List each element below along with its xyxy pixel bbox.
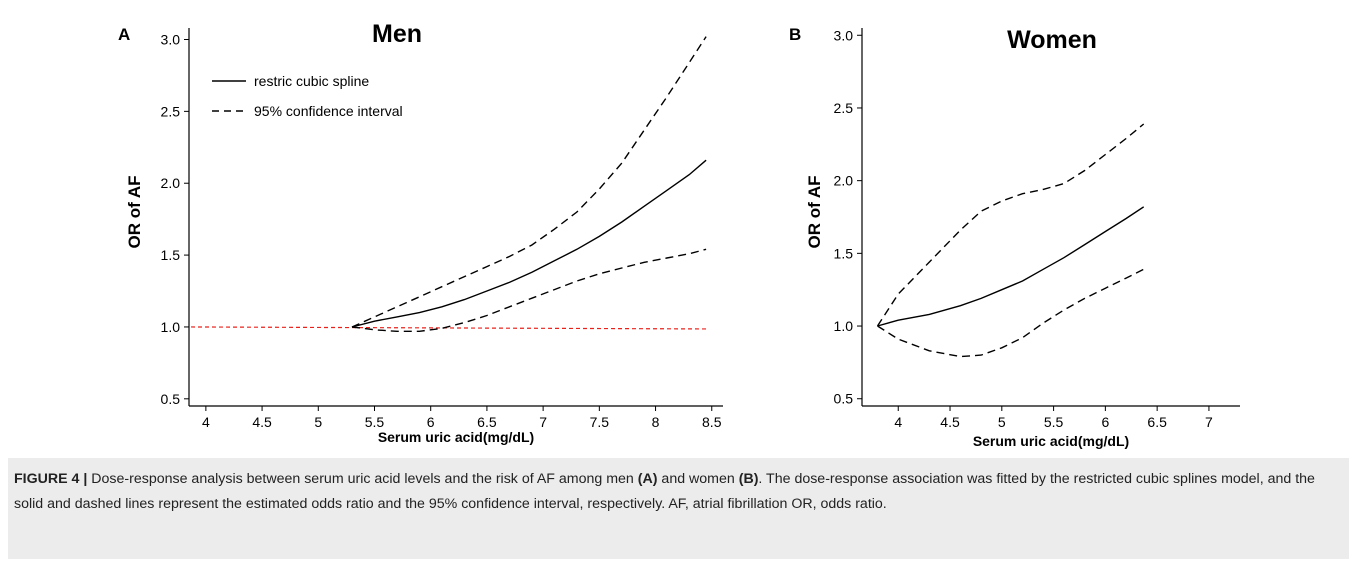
x-tick-label: 6.5 [1147,414,1167,430]
y-axis-label: OR of AF [805,175,824,248]
caption-text-1: Dose-response analysis between serum uri… [87,471,638,487]
panel-label: B [789,25,801,44]
x-tick-label: 7 [539,414,547,430]
y-tick-label: 0.5 [834,391,854,407]
caption-label-b: (B) [738,471,759,487]
caption-text-3: . The dose-response association was fitt… [14,471,1315,512]
x-tick-label: 4 [894,414,902,430]
chart-title: Men [372,20,422,48]
x-tick-label: 5 [998,414,1006,430]
y-tick-label: 2.0 [161,175,181,191]
x-tick-label: 4.5 [940,414,960,430]
x-tick-label: 7.5 [590,414,610,430]
x-tick-label: 5 [314,414,322,430]
y-tick-label: 0.5 [161,391,181,407]
y-tick-label: 2.5 [834,100,854,116]
y-tick-label: 3.0 [161,31,181,47]
x-tick-label: 5.5 [365,414,385,430]
x-tick-label: 7 [1205,414,1213,430]
x-tick-label: 8.5 [702,414,722,430]
ci-line [351,36,707,328]
caption-label-a: (A) [637,471,658,487]
ci-line [877,268,1145,358]
caption-background [8,458,1349,559]
y-axis-label: OR of AF [125,175,144,248]
y-tick-label: 1.0 [834,318,854,334]
legend-label: restric cubic spline [254,73,369,89]
legend-label: 95% confidence interval [254,103,403,119]
x-tick-label: 8 [652,414,660,430]
spline-line [877,206,1145,327]
reference-line [190,326,707,330]
y-tick-label: 1.0 [161,319,181,335]
y-tick-label: 1.5 [834,245,854,261]
y-tick-label: 2.0 [834,173,854,189]
x-tick-label: 6.5 [477,414,497,430]
x-axis-label: Serum uric acid(mg/dL) [378,429,534,445]
x-tick-label: 5.5 [1044,414,1064,430]
ci-line [351,248,707,332]
spline-line [351,159,707,328]
panel-men: 0.5 1.0 1.5 2.0 2.5 3.0 4 4.5 5 5.5 6 6.5 7 7.5 8 8.5 A M… [118,20,723,445]
y-tick-label: 3.0 [834,27,854,43]
chart-title: Women [1007,26,1097,54]
panel-women: 0.5 1.0 1.5 2.0 2.5 3.0 4 4.5 5 5.5 6 6.5 7 B Women Ser… [789,25,1240,449]
x-tick-label: 6 [1101,414,1109,430]
x-tick-label: 4 [202,414,210,430]
figure-caption: FIGURE 4 | Dose-response analysis betwee… [14,467,1334,517]
y-tick-label: 2.5 [161,103,181,119]
x-tick-label: 4.5 [252,414,272,430]
y-tick-label: 1.5 [161,247,181,263]
caption-prefix: FIGURE 4 | [14,471,88,487]
caption-text-2: and women [657,471,739,487]
x-tick-label: 6 [427,414,435,430]
panel-label: A [118,25,130,44]
x-axis-label: Serum uric acid(mg/dL) [973,433,1129,449]
legend: restric cubic spline 95% confidence inter… [212,73,403,119]
ci-line [876,123,1145,327]
